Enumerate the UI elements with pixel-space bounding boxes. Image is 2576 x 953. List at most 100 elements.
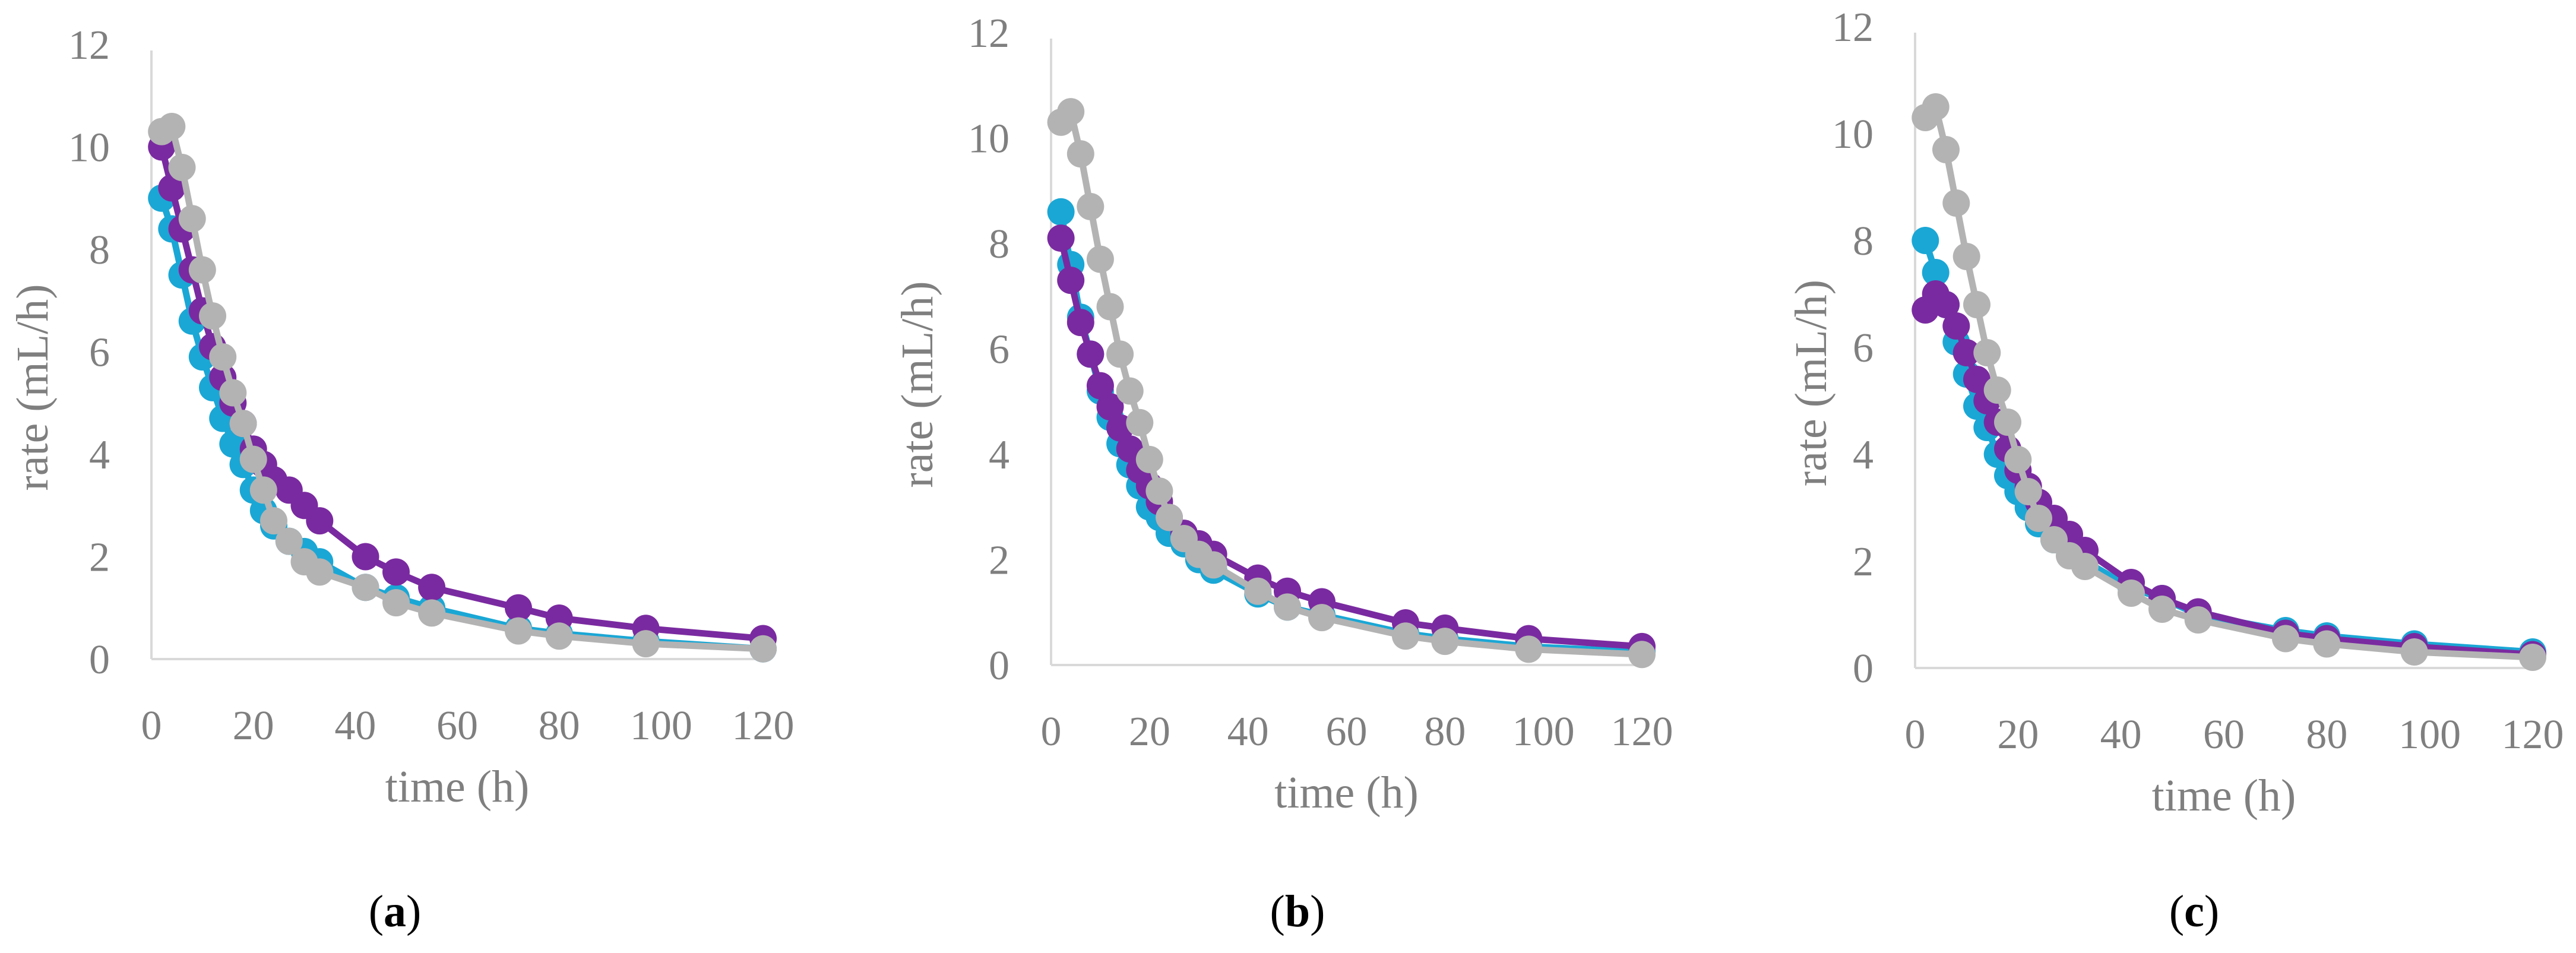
y-tick-label: 6: [1853, 325, 1874, 371]
data-point-gray: [2272, 625, 2299, 653]
data-point-gray: [1106, 340, 1134, 368]
x-tick-label: 100: [2398, 712, 2461, 758]
data-point-gray: [1145, 477, 1173, 505]
data-point-blue: [1912, 227, 1939, 254]
data-point-gray: [2004, 446, 2032, 473]
y-tick-label: 12: [1832, 5, 1874, 50]
y-tick-label: 10: [68, 125, 110, 171]
y-tick-label: 2: [1853, 539, 1874, 585]
y-axis-title: rate (mL/h): [893, 281, 942, 487]
y-tick-label: 8: [89, 227, 110, 273]
data-point-gray: [545, 622, 573, 650]
data-point-gray: [168, 154, 196, 181]
data-point-purple: [382, 558, 410, 586]
data-point-gray: [2519, 644, 2546, 671]
data-point-gray: [2148, 596, 2176, 623]
data-point-gray: [1963, 291, 1990, 318]
y-tick-label: 2: [989, 538, 1009, 584]
data-point-gray: [1431, 628, 1459, 656]
y-tick-label: 12: [968, 11, 1009, 56]
data-point-purple: [352, 543, 379, 571]
data-point-gray: [1983, 376, 2011, 404]
data-point-purple: [1952, 339, 1980, 366]
data-point-gray: [1086, 245, 1114, 273]
data-point-gray: [158, 113, 186, 140]
x-tick-label: 20: [1129, 709, 1170, 755]
data-point-gray: [1932, 136, 1960, 163]
data-point-gray: [306, 558, 334, 586]
x-tick-label: 40: [1227, 709, 1269, 755]
data-point-gray: [632, 630, 660, 658]
data-point-gray: [505, 617, 532, 645]
data-point-blue: [1047, 198, 1075, 226]
data-point-gray: [260, 507, 287, 535]
x-tick-label: 40: [334, 703, 376, 749]
y-tick-label: 2: [89, 535, 110, 581]
data-point-gray: [1067, 140, 1094, 168]
data-point-gray: [239, 445, 267, 473]
data-point-purple: [505, 594, 532, 622]
data-point-gray: [1126, 409, 1154, 436]
data-point-gray: [1628, 641, 1656, 669]
data-point-gray: [1200, 551, 1227, 579]
data-point-gray: [1156, 504, 1183, 531]
x-tick-label: 120: [1611, 709, 1673, 755]
x-tick-label: 120: [2502, 712, 2564, 758]
data-point-gray: [2313, 630, 2341, 658]
data-point-gray: [1077, 192, 1105, 220]
data-point-gray: [1274, 593, 1301, 621]
data-point-purple: [418, 574, 446, 601]
y-tick-label: 6: [989, 327, 1009, 373]
x-axis-title: time (h): [1274, 768, 1419, 818]
data-point-gray: [749, 635, 777, 663]
data-point-gray: [199, 302, 226, 330]
y-tick-label: 10: [1832, 112, 1874, 157]
data-point-purple: [1942, 312, 1970, 340]
data-point-purple: [1963, 366, 1990, 393]
y-tick-label: 8: [989, 221, 1009, 267]
data-point-purple: [1086, 372, 1114, 400]
data-point-gray: [352, 574, 379, 601]
data-point-gray: [1922, 93, 1950, 121]
x-tick-label: 80: [539, 703, 580, 749]
data-point-blue: [219, 430, 247, 458]
x-tick-label: 0: [1041, 709, 1062, 755]
data-point-gray: [188, 256, 216, 284]
data-point-gray: [1994, 409, 2021, 436]
y-tick-label: 0: [989, 643, 1009, 689]
data-point-gray: [2025, 505, 2052, 532]
data-point-gray: [1942, 189, 1970, 217]
data-point-gray: [178, 205, 206, 233]
panel-caption: (a): [369, 886, 422, 936]
data-point-gray: [2118, 580, 2145, 607]
x-tick-label: 60: [2203, 712, 2245, 758]
y-tick-label: 4: [89, 432, 110, 478]
data-point-gray: [1308, 604, 1336, 632]
data-point-purple: [1932, 291, 1960, 318]
data-point-purple: [1077, 340, 1105, 368]
data-point-gray: [249, 476, 277, 504]
data-point-purple: [1057, 267, 1085, 295]
data-point-gray: [2400, 638, 2428, 666]
data-point-gray: [219, 379, 247, 407]
y-tick-label: 0: [89, 637, 110, 683]
data-point-gray: [1244, 577, 1272, 605]
x-axis-title: time (h): [385, 762, 530, 812]
y-axis-title: rate (mL/h): [8, 284, 58, 490]
data-point-gray: [2071, 553, 2099, 580]
x-tick-label: 120: [732, 703, 795, 749]
data-point-gray: [382, 589, 410, 617]
y-tick-label: 12: [68, 23, 110, 68]
data-point-purple: [1067, 309, 1094, 337]
data-point-purple: [306, 507, 334, 535]
y-tick-label: 4: [989, 432, 1009, 478]
x-tick-label: 0: [1905, 712, 1926, 758]
y-axis-title: rate (mL/h): [1786, 280, 1836, 486]
series-line-gray: [158, 123, 767, 653]
x-tick-label: 20: [1997, 712, 2039, 758]
data-point-gray: [1515, 635, 1543, 663]
data-point-gray: [1973, 339, 2001, 366]
data-point-purple: [1096, 393, 1124, 421]
